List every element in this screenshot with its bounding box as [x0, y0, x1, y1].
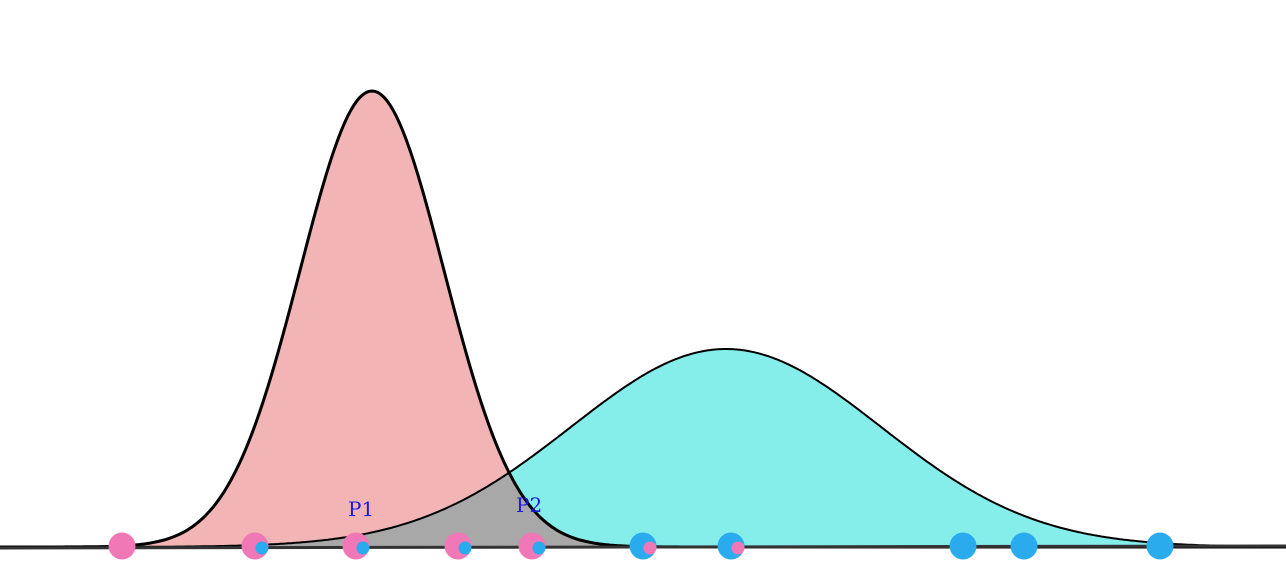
sample-point-10 — [1146, 532, 1174, 560]
point-label-p2: P2 — [516, 493, 542, 517]
sample-points — [108, 532, 1174, 560]
sample-point-3-inner-dot — [356, 541, 370, 555]
sample-point-1 — [108, 532, 136, 560]
sample-point-5-inner-dot — [532, 541, 546, 555]
sample-point-7-inner-dot — [731, 541, 745, 555]
sample-point-6-inner-dot — [643, 541, 657, 555]
sample-point-2-inner-dot — [255, 541, 269, 555]
pink-distribution-area — [0, 91, 1286, 547]
sample-point-9 — [1010, 532, 1038, 560]
cyan-distribution-area — [0, 349, 1286, 547]
sample-point-8 — [949, 532, 977, 560]
sample-point-4-inner-dot — [458, 541, 472, 555]
point-label-p1: P1 — [348, 497, 374, 521]
